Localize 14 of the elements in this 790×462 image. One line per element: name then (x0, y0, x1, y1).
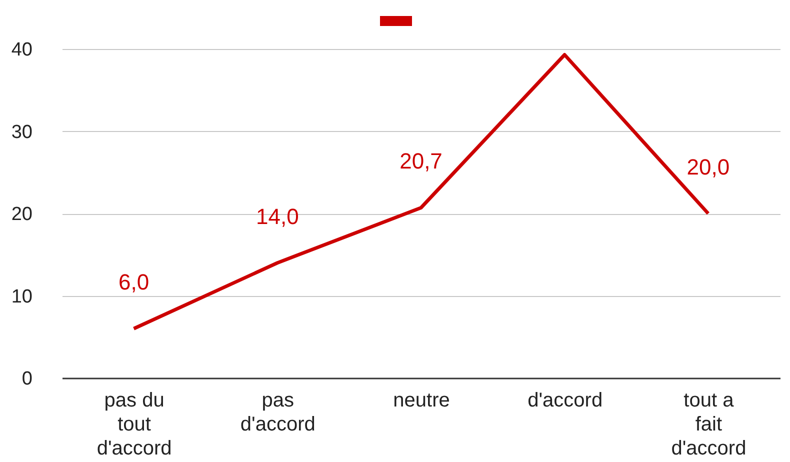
y-tick-label: 30 (11, 122, 32, 143)
x-tick-label: pas du tout d'accord (96, 390, 172, 460)
y-tick-label: 10 (11, 286, 32, 308)
x-tick-label: tout a fait d'accord (671, 390, 746, 460)
x-tick-label: neutre (393, 390, 450, 412)
y-tick-label: 20 (11, 204, 32, 225)
y-tick-label: 0 (22, 368, 32, 390)
data-label: 14,0 (256, 204, 299, 229)
x-tick-label: pas d'accord (240, 390, 316, 436)
data-label: 20,0 (686, 154, 730, 180)
data-label: 6,0 (118, 270, 150, 295)
y-tick-label: 40 (11, 40, 32, 60)
x-tick-label: d'accord (528, 390, 603, 412)
data-label: 20,7 (400, 148, 442, 174)
